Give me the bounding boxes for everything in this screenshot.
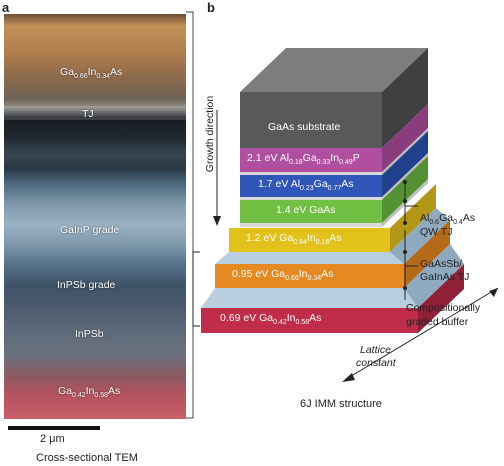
layer-l4-front xyxy=(229,228,390,252)
label-l3: 1.4 eV GaAs xyxy=(276,204,336,216)
scale-bar-label: 2 μm xyxy=(40,433,65,445)
annotation-buffer-line1: Compositionally xyxy=(406,302,481,314)
label-l2: 1.7 eV Al0.23Ga0.77As xyxy=(258,178,354,193)
scale-bar xyxy=(8,426,100,430)
layer-l1-side xyxy=(382,104,428,172)
layer-l1-front xyxy=(240,148,382,172)
substrate-top-face xyxy=(240,48,428,92)
buffer-1 xyxy=(215,252,404,264)
label-substrate: GaAs substrate xyxy=(268,121,341,133)
buffer-2 xyxy=(201,288,418,308)
panel-b-letter: b xyxy=(207,0,215,15)
growth-direction-label: Growth direction xyxy=(204,95,217,173)
label-l5: 0.95 eV Ga0.66In0.34As xyxy=(232,268,334,283)
layer-l2-side xyxy=(382,131,428,197)
label-l1: 2.1 eV Al0.18Ga0.33In0.49P xyxy=(247,152,360,167)
annotation-qw-tj-line2: QW TJ xyxy=(420,226,453,238)
tem-label-gainp: GaInP grade xyxy=(60,224,120,236)
layer-l3-front xyxy=(240,200,382,223)
layer-l4-side xyxy=(390,184,436,252)
layer-l6-side xyxy=(418,264,464,333)
tem-dark-band xyxy=(4,120,186,154)
annotation-buffer-line2: graded buffer xyxy=(406,316,469,328)
tem-image xyxy=(4,14,186,419)
tem-bracket xyxy=(186,11,194,419)
substrate-side xyxy=(382,48,428,148)
tem-label-inpsb-grade: InPSb grade xyxy=(57,279,116,291)
layer-l5-front xyxy=(215,264,404,288)
tem-label-top: Ga0.66In0.34As xyxy=(60,66,123,81)
panel-b-caption: 6J IMM structure xyxy=(300,398,382,410)
label-l6: 0.69 eV Ga0.42In0.58As xyxy=(220,312,322,327)
annotation-lattice-line2: constant xyxy=(356,357,396,369)
layer-l6-front xyxy=(201,308,418,333)
layer-l2-front xyxy=(240,175,382,197)
annotation-tj2-line2: GaInAs TJ xyxy=(420,271,470,283)
panel-a-caption: Cross-sectional TEM xyxy=(36,452,138,464)
substrate-front xyxy=(240,92,382,148)
annotation-qw-tj-line1: Al0.6Ga0.4As xyxy=(420,212,476,227)
tem-label-bottom: Ga0.42In0.58As xyxy=(58,385,121,400)
tem-label-tj: TJ xyxy=(82,108,94,120)
tem-tj-band xyxy=(4,106,186,118)
layer-l5-side xyxy=(404,220,450,288)
annotation-lattice-line1: Lattice xyxy=(360,344,391,356)
panel-a-letter: a xyxy=(2,0,10,15)
annotation-tj2-line1: GaAsSb/ xyxy=(420,258,463,270)
tem-label-inpsb: InPSb xyxy=(75,328,104,340)
label-l4: 1.2 eV Ga0.84In0.16As xyxy=(246,232,342,247)
